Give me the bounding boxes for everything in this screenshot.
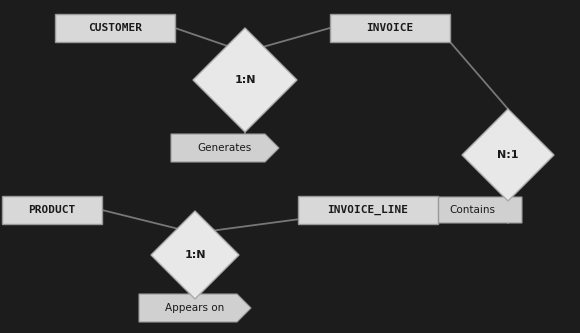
Text: PRODUCT: PRODUCT [28, 205, 75, 215]
Polygon shape [139, 294, 251, 322]
FancyBboxPatch shape [55, 14, 175, 42]
Polygon shape [462, 109, 554, 201]
Polygon shape [193, 28, 297, 132]
Text: 1:N: 1:N [234, 75, 256, 85]
Text: Generates: Generates [198, 143, 252, 153]
Polygon shape [171, 134, 279, 162]
Text: INVOICE: INVOICE [367, 23, 414, 33]
FancyBboxPatch shape [2, 196, 102, 224]
FancyBboxPatch shape [298, 196, 438, 224]
Text: CUSTOMER: CUSTOMER [88, 23, 142, 33]
Text: Contains: Contains [449, 205, 495, 215]
Text: 1:N: 1:N [184, 250, 206, 260]
Polygon shape [151, 211, 239, 299]
Text: INVOICE_LINE: INVOICE_LINE [328, 205, 408, 215]
Text: N:1: N:1 [497, 150, 519, 160]
FancyBboxPatch shape [330, 14, 450, 42]
Polygon shape [422, 197, 522, 223]
Text: Appears on: Appears on [165, 303, 224, 313]
